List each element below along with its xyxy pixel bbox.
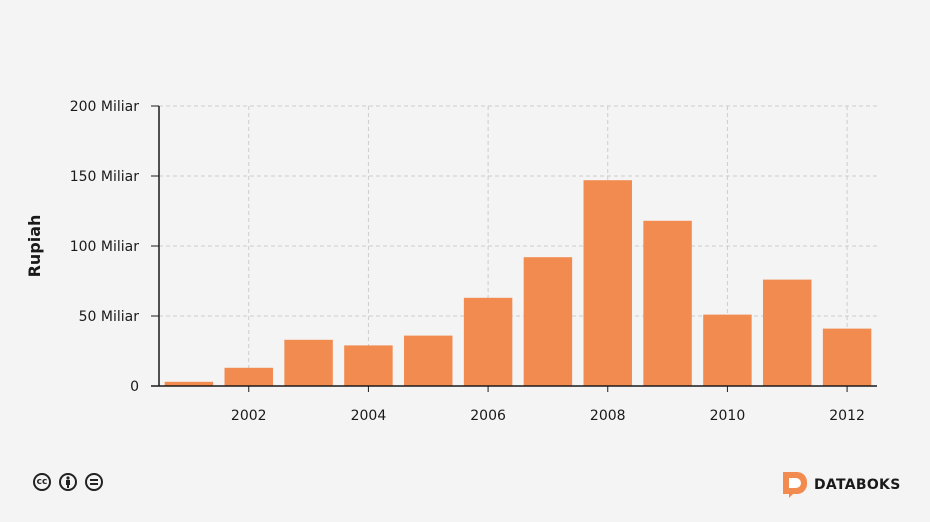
bar-2004 [344, 345, 393, 386]
bar-2008 [583, 180, 632, 386]
bar-2005 [404, 335, 453, 386]
no-derivatives-icon [85, 473, 103, 491]
bar-2010 [703, 314, 752, 386]
databoks-icon [783, 472, 807, 498]
x-tick-label: 2004 [351, 408, 387, 424]
cc-icon: cc [33, 473, 51, 491]
bar-2003 [284, 339, 333, 386]
x-tick-labels: 2002 2004 2006 2008 2010 2012 [231, 408, 865, 424]
x-tick-label: 2012 [829, 408, 865, 424]
bar-2011 [763, 279, 812, 386]
axes [151, 105, 877, 392]
y-axis-label: Rupiah [25, 215, 44, 278]
y-tick-label: 150 Miliar [70, 169, 139, 185]
y-tick-label: 100 Miliar [70, 239, 139, 255]
brand-logo[interactable]: DATABOKS [783, 472, 901, 498]
x-tick-label: 2008 [590, 408, 626, 424]
bar-2012 [822, 328, 872, 386]
license-icons: cc [33, 473, 103, 491]
attribution-icon [59, 473, 77, 491]
y-tick-label: 200 Miliar [70, 99, 139, 115]
x-tick-label: 2010 [710, 408, 746, 424]
bar-2006 [463, 297, 513, 386]
bar-series [164, 180, 872, 386]
y-tick-labels: 0 50 Miliar 100 Miliar 150 Miliar 200 Miliar [70, 99, 139, 395]
x-tick-label: 2006 [470, 408, 506, 424]
y-tick-label: 50 Miliar [79, 309, 140, 325]
y-tick-label: 0 [130, 379, 139, 395]
x-tick-label: 2002 [231, 408, 267, 424]
bar-2001 [164, 381, 214, 386]
bar-2002 [224, 367, 273, 386]
bar-2007 [523, 257, 573, 386]
brand-name: DATABOKS [814, 477, 901, 493]
bar-2009 [643, 220, 692, 386]
